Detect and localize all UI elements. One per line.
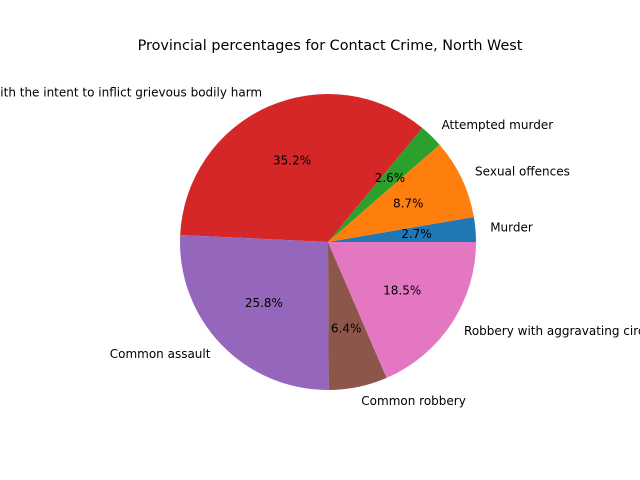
- pie-slice: [328, 144, 474, 242]
- slice-percent-label: 2.7%: [401, 227, 432, 241]
- slice-percent-label: 18.5%: [383, 283, 421, 297]
- slice-category-label: Common robbery: [361, 394, 466, 408]
- slice-category-label: Assault with the intent to inflict griev…: [0, 86, 262, 100]
- slice-percent-label: 8.7%: [393, 196, 424, 210]
- slice-category-label: Common assault: [110, 347, 211, 361]
- slice-category-label: Murder: [490, 221, 533, 235]
- pie-slice: [328, 242, 387, 390]
- slice-category-label: Robbery with aggravating circumstances: [464, 324, 640, 338]
- pie-slice: [328, 216, 476, 242]
- slice-percent-label: 6.4%: [331, 321, 362, 335]
- pie-slices: [180, 93, 476, 390]
- pie-slice: [328, 242, 476, 378]
- pie-slice: [180, 93, 423, 242]
- slice-category-label: Sexual offences: [475, 165, 570, 179]
- pie-category-labels: Murder Sexual offences Attempted murder Ass…: [0, 86, 640, 408]
- slice-percent-label: 25.8%: [245, 296, 283, 310]
- slice-category-label: Attempted murder: [442, 118, 554, 132]
- slice-percent-label: 35.2%: [273, 153, 311, 167]
- chart-title: Provincial percentages for Contact Crime…: [138, 38, 523, 54]
- pie-percent-labels: 2.7% 8.7% 2.6% 35.2% 25.8% 6.4% 18.5%: [245, 153, 432, 335]
- pie-slice: [180, 235, 329, 390]
- pie-slice: [328, 127, 440, 242]
- slice-percent-label: 2.6%: [375, 171, 406, 185]
